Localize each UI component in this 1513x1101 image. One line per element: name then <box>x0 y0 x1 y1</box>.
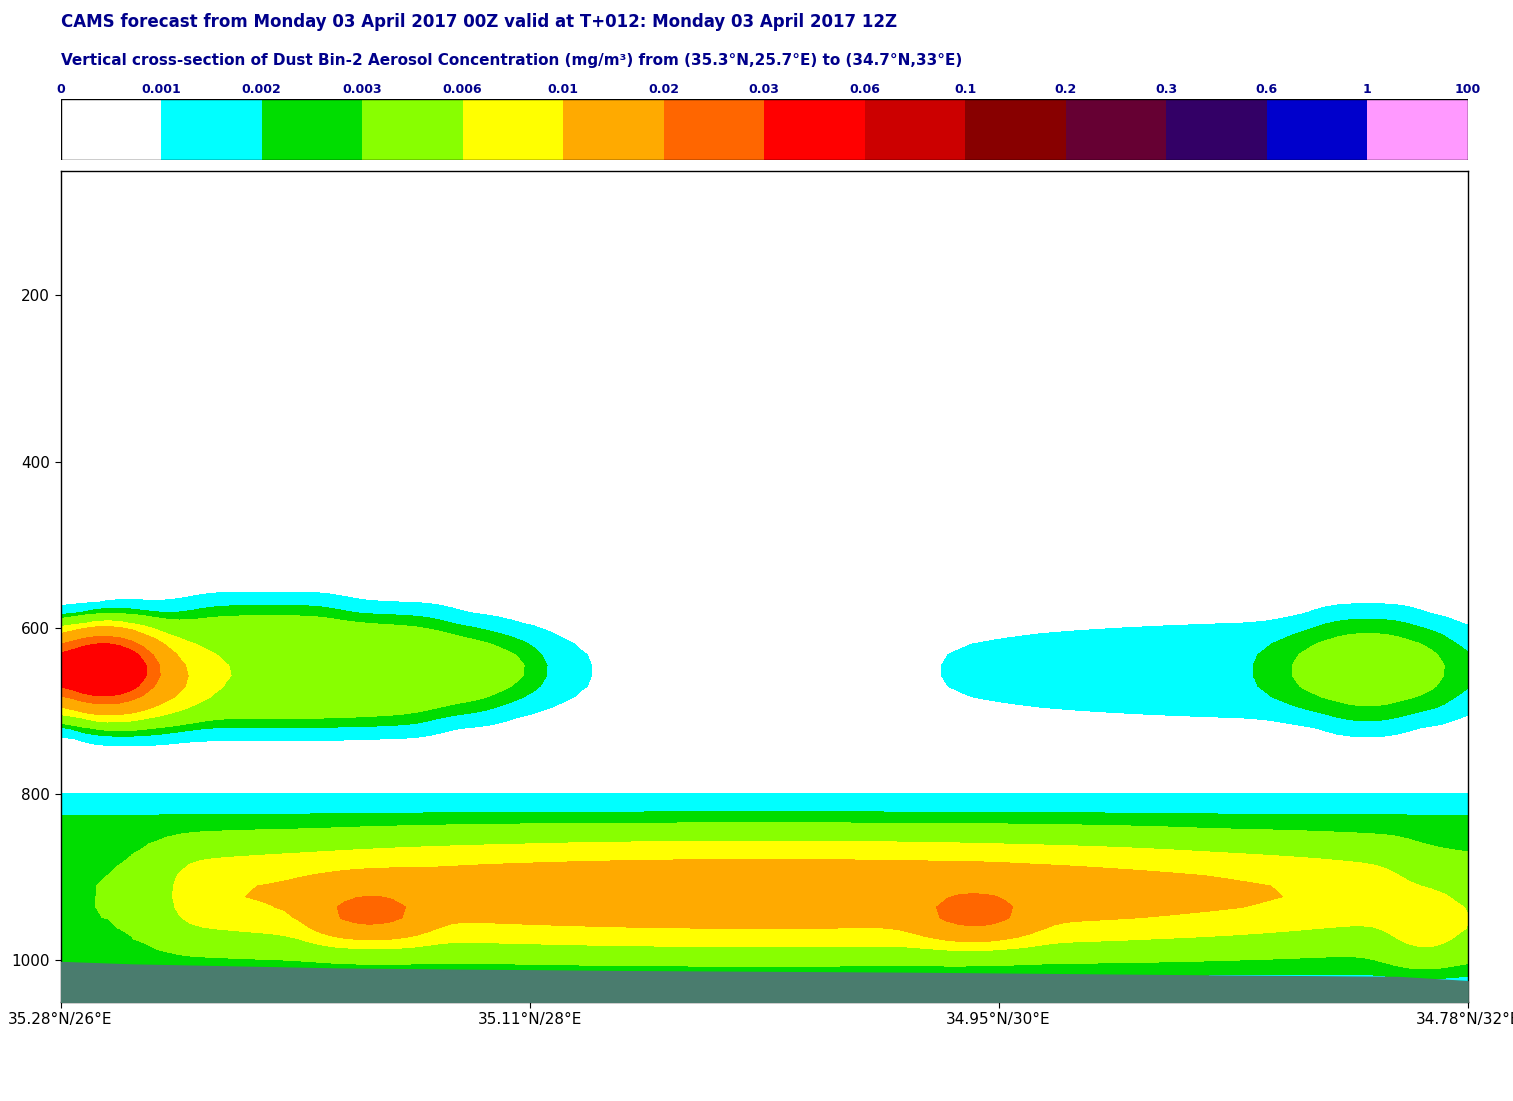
Text: 100: 100 <box>1454 83 1481 96</box>
FancyBboxPatch shape <box>664 99 764 160</box>
FancyBboxPatch shape <box>463 99 563 160</box>
Text: 0.002: 0.002 <box>242 83 281 96</box>
FancyBboxPatch shape <box>864 99 965 160</box>
Text: 0: 0 <box>56 83 65 96</box>
FancyBboxPatch shape <box>61 99 160 160</box>
Text: 0.1: 0.1 <box>955 83 976 96</box>
FancyBboxPatch shape <box>160 99 262 160</box>
Text: 0.6: 0.6 <box>1256 83 1277 96</box>
FancyBboxPatch shape <box>262 99 362 160</box>
Text: 0.06: 0.06 <box>849 83 881 96</box>
Text: 0.006: 0.006 <box>443 83 483 96</box>
FancyBboxPatch shape <box>1368 99 1468 160</box>
Text: 1: 1 <box>1363 83 1371 96</box>
Text: 0.3: 0.3 <box>1154 83 1177 96</box>
Text: 0.01: 0.01 <box>548 83 578 96</box>
Text: 0.2: 0.2 <box>1055 83 1077 96</box>
FancyBboxPatch shape <box>563 99 664 160</box>
FancyBboxPatch shape <box>362 99 463 160</box>
FancyBboxPatch shape <box>1065 99 1167 160</box>
FancyBboxPatch shape <box>764 99 864 160</box>
FancyBboxPatch shape <box>965 99 1065 160</box>
Text: 0.003: 0.003 <box>342 83 381 96</box>
Text: Vertical cross-section of Dust Bin-2 Aerosol Concentration (mg/m³) from (35.3°N,: Vertical cross-section of Dust Bin-2 Aer… <box>61 53 962 68</box>
Text: 0.03: 0.03 <box>749 83 779 96</box>
Text: CAMS forecast from Monday 03 April 2017 00Z valid at T+012: Monday 03 April 2017: CAMS forecast from Monday 03 April 2017 … <box>61 13 897 31</box>
FancyBboxPatch shape <box>1266 99 1368 160</box>
FancyBboxPatch shape <box>1167 99 1266 160</box>
Text: 0.001: 0.001 <box>141 83 182 96</box>
Text: 0.02: 0.02 <box>648 83 679 96</box>
